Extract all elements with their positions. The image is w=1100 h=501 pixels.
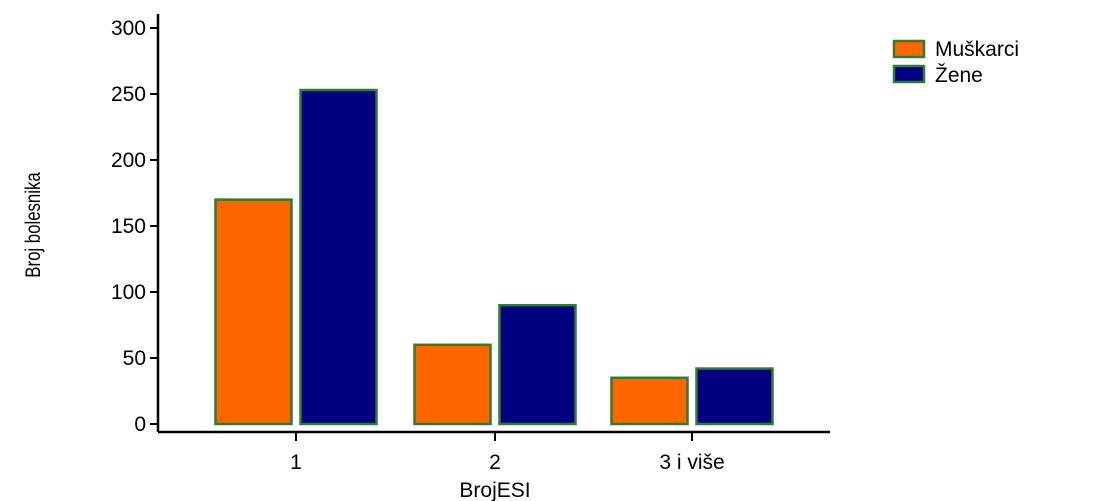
bar-muskarci-1 bbox=[214, 198, 293, 426]
y-tick-label: 100 bbox=[111, 281, 146, 304]
legend-swatch-zene bbox=[892, 64, 926, 84]
x-axis: 1 2 3 i više bbox=[158, 430, 830, 474]
bar-zene-1 bbox=[299, 88, 378, 426]
x-axis-title: BrojESI bbox=[459, 479, 530, 501]
legend-label-zene: Žene bbox=[935, 64, 983, 87]
y-tick-label: 150 bbox=[111, 215, 146, 238]
x-tick-label: 1 bbox=[290, 451, 302, 474]
legend-label-muskarci: Muškarci bbox=[935, 38, 1019, 61]
legend-swatch-muskarci bbox=[892, 39, 926, 59]
y-tick-label: 250 bbox=[111, 83, 146, 106]
bars bbox=[214, 88, 774, 426]
legend: Muškarci Žene bbox=[892, 38, 1019, 87]
y-axis-title: Broj bolesnika bbox=[22, 172, 45, 278]
y-tick-label: 300 bbox=[111, 17, 146, 40]
y-tick-label: 200 bbox=[111, 149, 146, 172]
y-tick-label: 50 bbox=[123, 347, 146, 370]
x-tick-label: 2 bbox=[489, 451, 501, 474]
bar-muskarci-3 bbox=[610, 376, 689, 426]
x-tick-label: 3 i više bbox=[659, 451, 724, 474]
bar-zene-3 bbox=[695, 367, 774, 426]
bar-muskarci-2 bbox=[413, 343, 492, 426]
bar-zene-2 bbox=[498, 303, 577, 426]
y-tick-label: 0 bbox=[134, 413, 146, 436]
y-axis: 0 50 100 150 200 250 300 bbox=[111, 14, 160, 436]
